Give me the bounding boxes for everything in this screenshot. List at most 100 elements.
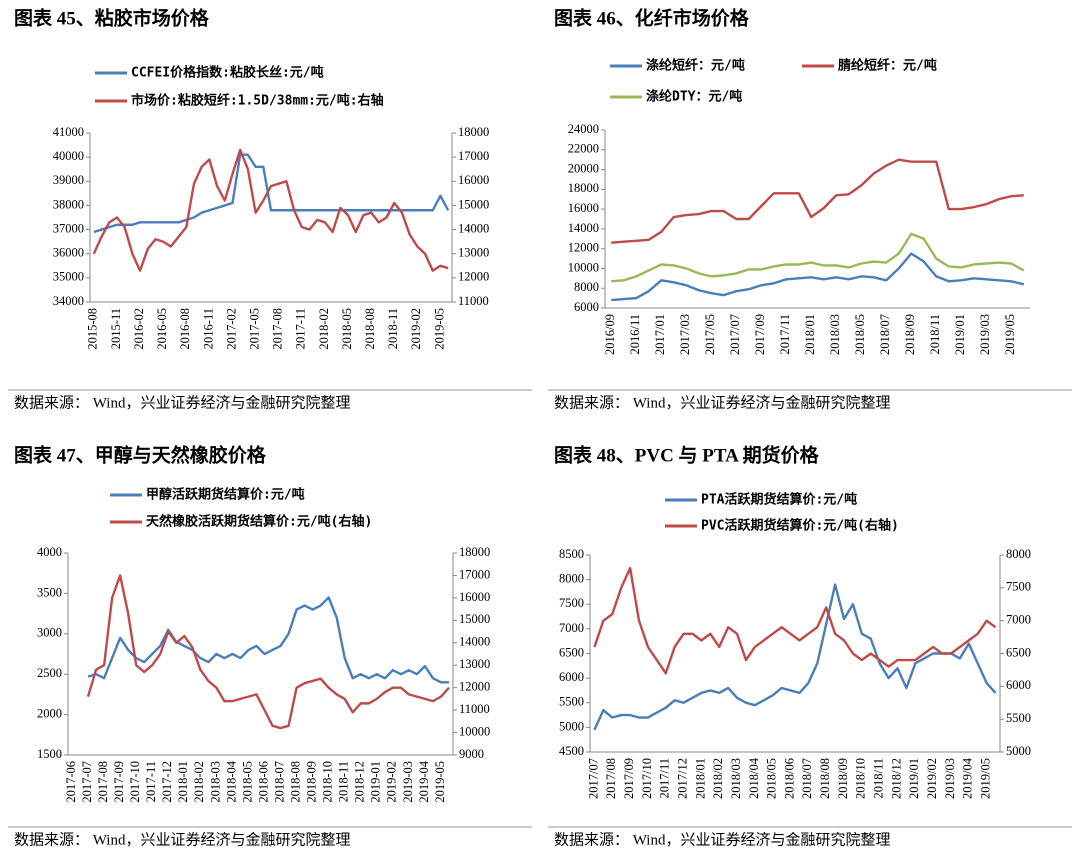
x-tick-label: 2017/10 — [640, 758, 654, 799]
series-line — [86, 574, 450, 730]
x-tick-label: 2019/03 — [978, 314, 992, 355]
x-tick-label: 2018-02 — [317, 308, 331, 350]
x-tick-label: 2018-11 — [386, 308, 400, 349]
x-tick-label: 2019/03 — [943, 758, 957, 799]
x-tick-label: 2017-12 — [160, 761, 174, 803]
y-tick-label: 6000 — [559, 670, 584, 684]
y2-tick-label: 9000 — [459, 747, 484, 761]
x-tick-label: 2018-09 — [305, 761, 319, 803]
x-tick-label: 2016-05 — [155, 308, 169, 350]
x-tick-label: 2018/09 — [903, 314, 917, 355]
series-line — [611, 232, 1025, 283]
x-tick-label: 2018/01 — [803, 314, 817, 355]
y2-tick-label: 7500 — [1006, 580, 1031, 594]
y-tick-label: 39000 — [53, 173, 84, 187]
y-tick-label: 38000 — [53, 197, 84, 211]
legend-label: 涤纶短纤：元/吨 — [646, 58, 745, 74]
y-tick-label: 4500 — [559, 744, 584, 758]
legend-label: 天然橡胶活跃期货结算价:元/吨(右轴) — [146, 514, 372, 530]
x-tick-label: 2018-05 — [240, 761, 254, 803]
y-tick-label: 20000 — [568, 161, 599, 175]
y2-tick-label: 11000 — [459, 702, 490, 716]
series-line — [93, 153, 450, 234]
y2-tick-label: 12000 — [459, 680, 490, 694]
x-tick-label: 2017/09 — [753, 314, 767, 355]
y-tick-label: 5000 — [559, 719, 584, 733]
x-tick-label: 2017/11 — [658, 758, 672, 799]
x-tick-label: 2019/05 — [979, 758, 993, 799]
x-tick-label: 2019/05 — [1003, 314, 1017, 355]
y2-tick-label: 15000 — [458, 197, 489, 211]
chart-title: 图表 46、化纤市场价格 — [554, 6, 750, 29]
y-tick-label: 12000 — [568, 241, 599, 255]
y-tick-label: 16000 — [568, 201, 599, 215]
y2-tick-label: 13000 — [459, 657, 490, 671]
x-tick-label: 2016/11 — [628, 314, 642, 355]
x-tick-label: 2018-02 — [192, 761, 206, 803]
x-tick-label: 2016-11 — [201, 308, 215, 349]
y-tick-label: 22000 — [568, 142, 599, 156]
x-tick-label: 2019-02 — [409, 308, 423, 350]
x-tick-label: 2015-11 — [109, 308, 123, 349]
y-tick-label: 7000 — [559, 621, 584, 635]
x-tick-label: 2018/08 — [818, 758, 832, 799]
x-tick-label: 2018-12 — [353, 761, 367, 803]
series-line — [593, 566, 997, 675]
x-tick-label: 2017/05 — [703, 314, 717, 355]
series-line — [611, 252, 1025, 302]
y-tick-label: 5500 — [559, 695, 584, 709]
series-line — [92, 148, 449, 272]
x-tick-label: 2018/07 — [878, 314, 892, 355]
y-tick-label: 1500 — [37, 747, 62, 761]
y-tick-label: 34000 — [53, 294, 84, 308]
y-tick-label: 8500 — [559, 547, 584, 561]
x-tick-label: 2017-09 — [112, 761, 126, 803]
series-line — [87, 596, 449, 684]
y-tick-label: 2500 — [37, 666, 62, 680]
y2-tick-label: 18000 — [459, 545, 490, 559]
x-tick-label: 2018/04 — [747, 757, 761, 799]
x-tick-label: 2019-01 — [369, 761, 383, 803]
x-tick-label: 2017/08 — [604, 758, 618, 799]
x-tick-label: 2017-06 — [64, 761, 78, 803]
y2-tick-label: 8000 — [1006, 547, 1031, 561]
y2-tick-label: 6000 — [1006, 678, 1031, 692]
x-tick-label: 2018/11 — [928, 314, 942, 355]
series-line — [611, 158, 1024, 244]
x-tick-label: 2018-06 — [256, 761, 270, 803]
x-tick-label: 2017/07 — [728, 314, 742, 355]
x-tick-label: 2019-04 — [417, 760, 431, 802]
x-tick-label: 2017/09 — [622, 758, 636, 799]
x-tick-label: 2017-10 — [128, 761, 142, 803]
y-tick-label: 24000 — [568, 122, 599, 136]
y-tick-label: 3500 — [37, 585, 62, 599]
x-tick-label: 2018/03 — [828, 314, 842, 355]
x-tick-label: 2019-02 — [385, 761, 399, 803]
y-tick-label: 40000 — [53, 149, 84, 163]
x-tick-label: 2017-07 — [80, 761, 94, 803]
x-tick-label: 2018/11 — [872, 758, 886, 799]
x-tick-label: 2017-05 — [247, 308, 261, 350]
y2-tick-label: 5000 — [1006, 744, 1031, 758]
x-tick-label: 2018/12 — [889, 758, 903, 799]
y-tick-label: 41000 — [53, 125, 84, 139]
y2-tick-label: 15000 — [459, 612, 490, 626]
x-tick-label: 2018-05 — [340, 308, 354, 350]
x-tick-label: 2018/01 — [693, 758, 707, 799]
y-tick-label: 36000 — [53, 246, 84, 260]
y2-tick-label: 5500 — [1006, 711, 1031, 725]
x-tick-label: 2017-11 — [294, 308, 308, 349]
chart-title: 图表 45、粘胶市场价格 — [14, 6, 210, 29]
source-note: 数据来源： Wind，兴业证券经济与金融研究院整理 — [14, 830, 350, 848]
x-tick-label: 2019/01 — [907, 758, 921, 799]
y2-tick-label: 11000 — [458, 294, 489, 308]
y2-tick-label: 16000 — [458, 173, 489, 187]
y2-tick-label: 14000 — [459, 635, 490, 649]
x-tick-label: 2017/11 — [778, 314, 792, 355]
y-tick-label: 4000 — [37, 545, 62, 559]
y2-tick-label: 7000 — [1006, 613, 1031, 627]
x-tick-label: 2019-05 — [433, 761, 447, 803]
